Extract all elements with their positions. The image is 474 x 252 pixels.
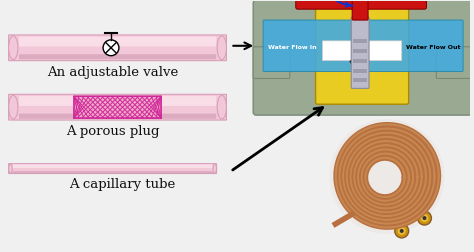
- FancyBboxPatch shape: [263, 20, 463, 72]
- FancyBboxPatch shape: [296, 0, 427, 9]
- FancyBboxPatch shape: [13, 164, 213, 168]
- Text: Water Flow Out: Water Flow Out: [406, 45, 460, 50]
- FancyBboxPatch shape: [352, 0, 368, 20]
- FancyBboxPatch shape: [353, 59, 367, 63]
- Ellipse shape: [9, 164, 12, 173]
- FancyBboxPatch shape: [353, 49, 367, 53]
- FancyBboxPatch shape: [9, 35, 227, 61]
- FancyBboxPatch shape: [437, 47, 473, 78]
- FancyBboxPatch shape: [19, 114, 216, 119]
- FancyBboxPatch shape: [13, 171, 213, 173]
- FancyBboxPatch shape: [19, 37, 216, 46]
- FancyBboxPatch shape: [351, 17, 369, 88]
- Wedge shape: [350, 58, 368, 68]
- FancyBboxPatch shape: [9, 164, 217, 174]
- Circle shape: [422, 216, 427, 220]
- Ellipse shape: [9, 95, 18, 119]
- Circle shape: [400, 229, 404, 233]
- Ellipse shape: [217, 36, 227, 60]
- FancyBboxPatch shape: [19, 54, 216, 59]
- Circle shape: [420, 214, 428, 222]
- Text: A capillary tube: A capillary tube: [69, 178, 175, 192]
- FancyBboxPatch shape: [74, 96, 161, 118]
- FancyBboxPatch shape: [9, 94, 227, 120]
- FancyBboxPatch shape: [353, 69, 367, 73]
- Circle shape: [329, 119, 444, 234]
- FancyBboxPatch shape: [316, 6, 409, 104]
- FancyBboxPatch shape: [353, 39, 367, 43]
- FancyBboxPatch shape: [322, 41, 402, 61]
- Circle shape: [418, 211, 431, 225]
- Ellipse shape: [213, 164, 217, 173]
- Text: An adjustable valve: An adjustable valve: [47, 66, 178, 79]
- Circle shape: [398, 227, 406, 235]
- FancyBboxPatch shape: [19, 96, 216, 106]
- Text: A porous plug: A porous plug: [66, 125, 159, 138]
- FancyBboxPatch shape: [253, 0, 473, 115]
- FancyBboxPatch shape: [353, 78, 367, 82]
- Ellipse shape: [217, 95, 227, 119]
- Circle shape: [395, 224, 409, 238]
- Circle shape: [103, 40, 119, 56]
- FancyBboxPatch shape: [253, 47, 290, 78]
- Text: Water Flow In: Water Flow In: [268, 45, 317, 50]
- Ellipse shape: [9, 36, 18, 60]
